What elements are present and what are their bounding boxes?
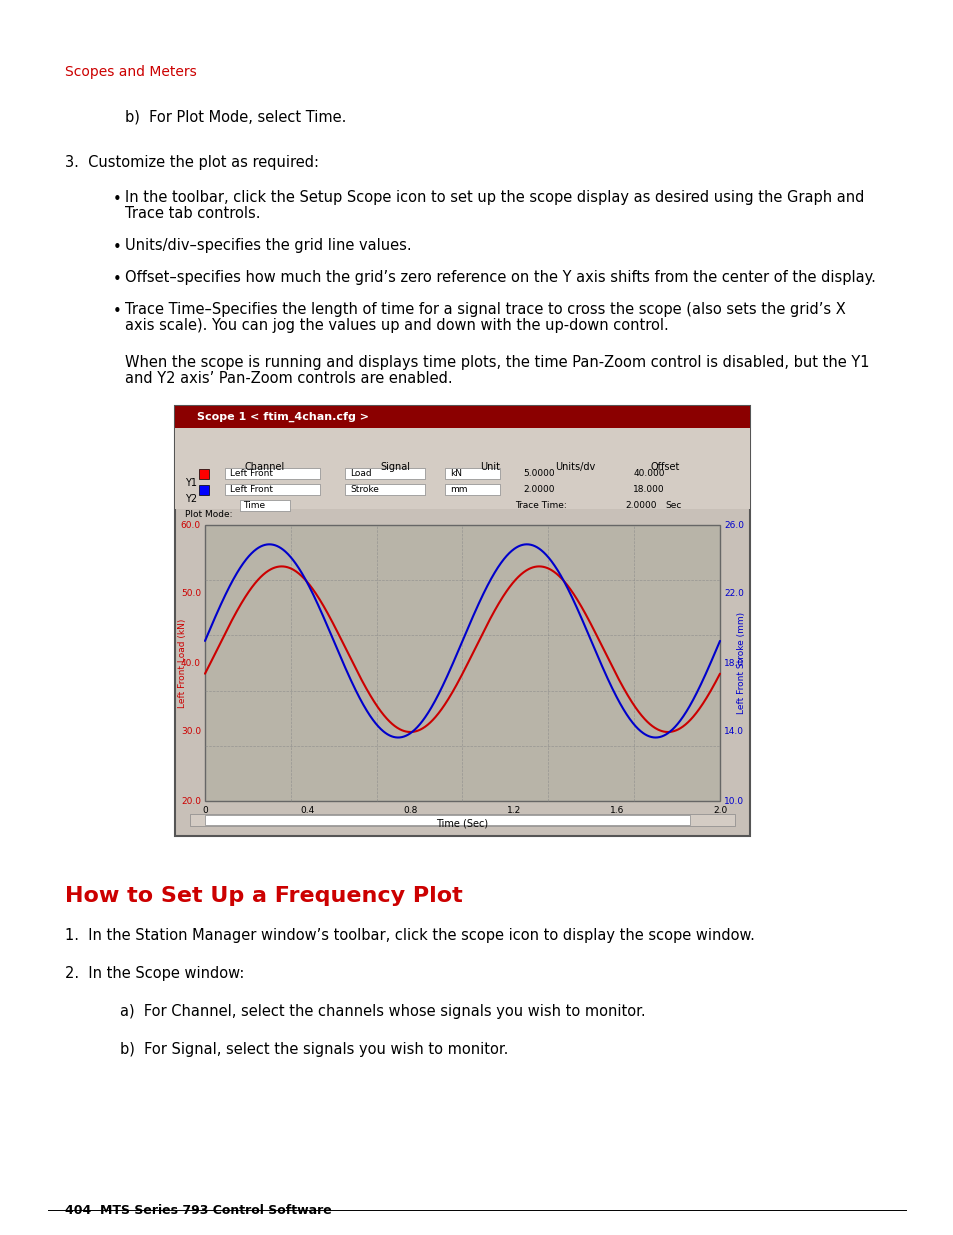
Text: axis scale). You can jog the values up and down with the up-down control.: axis scale). You can jog the values up a… [125,317,668,333]
Text: How to Set Up a Frequency Plot: How to Set Up a Frequency Plot [65,885,462,906]
Bar [199,469,209,479]
Text: 5.0000: 5.0000 [523,469,555,478]
Text: b)  For Plot Mode, select Time.: b) For Plot Mode, select Time. [125,110,346,125]
Text: •: • [112,304,122,319]
Text: 18.0: 18.0 [723,658,743,667]
Text: Units/dv: Units/dv [555,462,595,472]
Text: •: • [112,272,122,287]
Text: 22.0: 22.0 [723,589,743,599]
FancyBboxPatch shape [444,484,499,495]
Text: mm: mm [450,485,467,494]
Text: Scopes and Meters: Scopes and Meters [65,65,196,79]
Text: Scope 1 < ftim_4chan.cfg >: Scope 1 < ftim_4chan.cfg > [196,411,369,422]
Text: Left Front Load (kN): Left Front Load (kN) [178,619,188,708]
FancyBboxPatch shape [225,484,319,495]
Text: Trace Time:: Trace Time: [515,501,566,510]
Text: Time: Time [243,501,265,510]
Bar [199,485,209,495]
Text: 10.0: 10.0 [723,797,743,805]
Text: Load: Load [350,469,372,478]
Text: Trace tab controls.: Trace tab controls. [125,206,260,221]
Text: Offset: Offset [650,462,679,472]
Text: Time (Sec): Time (Sec) [436,819,488,829]
Text: Left Front: Left Front [230,485,273,494]
Text: 2.  In the Scope window:: 2. In the Scope window: [65,966,244,981]
Text: Left Front: Left Front [230,469,273,478]
Text: 40.000: 40.000 [633,469,664,478]
Bar [205,525,720,802]
Text: 2.0000: 2.0000 [624,501,656,510]
Text: Units/div–specifies the grid line values.: Units/div–specifies the grid line values… [125,238,411,253]
Text: 30.0: 30.0 [181,727,201,736]
Text: 1.  In the Station Manager window’s toolbar, click the scope icon to display the: 1. In the Station Manager window’s toolb… [65,927,754,944]
Text: Sec: Sec [664,501,680,510]
Bar [174,429,749,454]
Text: 50.0: 50.0 [181,589,201,599]
Text: Y1: Y1 [185,478,196,488]
FancyBboxPatch shape [240,500,290,511]
Text: Stroke: Stroke [350,485,378,494]
Text: Signal: Signal [379,462,410,472]
Text: 20.0: 20.0 [181,797,201,805]
Text: 14.0: 14.0 [723,727,743,736]
Text: 40.0: 40.0 [181,658,201,667]
Text: Unit: Unit [479,462,499,472]
Bar [174,406,749,429]
Bar [190,814,734,826]
Bar [174,454,749,509]
Text: 0: 0 [202,806,208,815]
Text: 1.6: 1.6 [609,806,623,815]
Text: 404  MTS Series 793 Control Software: 404 MTS Series 793 Control Software [65,1204,332,1216]
Text: and Y2 axis’ Pan-Zoom controls are enabled.: and Y2 axis’ Pan-Zoom controls are enabl… [125,370,452,387]
Text: •: • [112,191,122,207]
Text: Channel: Channel [245,462,285,472]
Text: 2.0000: 2.0000 [523,485,555,494]
FancyBboxPatch shape [345,468,424,479]
Text: 1.2: 1.2 [506,806,520,815]
Text: 26.0: 26.0 [723,520,743,530]
Text: When the scope is running and displays time plots, the time Pan-Zoom control is : When the scope is running and displays t… [125,354,868,370]
Text: 3.  Customize the plot as required:: 3. Customize the plot as required: [65,156,318,170]
Text: Offset–specifies how much the grid’s zero reference on the Y axis shifts from th: Offset–specifies how much the grid’s zer… [125,270,875,285]
Bar [174,406,749,836]
Text: 18.000: 18.000 [633,485,664,494]
Text: In the toolbar, click the Setup Scope icon to set up the scope display as desire: In the toolbar, click the Setup Scope ic… [125,190,863,205]
Text: 0.4: 0.4 [300,806,314,815]
Text: 2.0: 2.0 [712,806,726,815]
Text: b)  For Signal, select the signals you wish to monitor.: b) For Signal, select the signals you wi… [120,1042,508,1057]
Text: 0.8: 0.8 [403,806,417,815]
Text: Y2: Y2 [185,494,197,504]
Text: Plot Mode:: Plot Mode: [185,510,233,519]
FancyBboxPatch shape [225,468,319,479]
Bar [205,815,689,825]
FancyBboxPatch shape [444,468,499,479]
Text: 60.0: 60.0 [181,520,201,530]
Text: a)  For Channel, select the channels whose signals you wish to monitor.: a) For Channel, select the channels whos… [120,1004,645,1019]
Text: •: • [112,240,122,254]
Text: kN: kN [450,469,461,478]
Text: Left Front Stroke (mm): Left Front Stroke (mm) [737,611,745,714]
Text: Trace Time–Specifies the length of time for a signal trace to cross the scope (a: Trace Time–Specifies the length of time … [125,303,845,317]
FancyBboxPatch shape [345,484,424,495]
